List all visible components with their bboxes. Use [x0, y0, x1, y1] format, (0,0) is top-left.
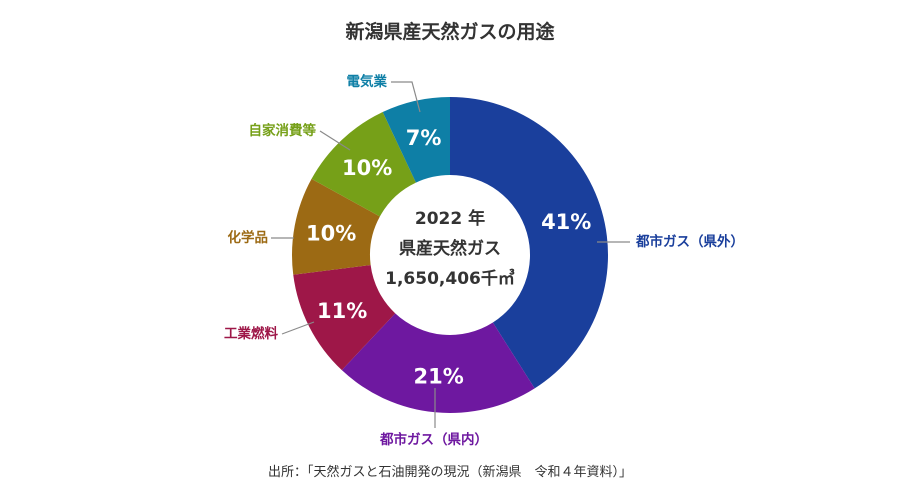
- category-label-1: 都市ガス（県内）: [379, 431, 488, 448]
- labels: 都市ガス（県外） 都市ガス（県内） 工業燃料 化学品 自家消費等 電気業: [224, 73, 744, 448]
- category-label-2: 工業燃料: [224, 325, 278, 342]
- center-year: 2022 年: [415, 208, 485, 229]
- slice-4: [311, 112, 416, 217]
- center-total: 1,650,406千㎥: [385, 268, 515, 289]
- slice-2: [293, 265, 396, 371]
- category-label-5: 電気業: [347, 73, 388, 90]
- slice-value-label-5: 7%: [406, 126, 442, 150]
- category-label-0: 都市ガス（県外）: [635, 233, 744, 250]
- leader-line-5: [391, 81, 421, 113]
- slice-value-label-1: 21%: [413, 364, 463, 388]
- slice-value-label-0: 41%: [541, 210, 591, 234]
- slice-value-label-2: 11%: [317, 299, 367, 323]
- slice-3: [292, 178, 380, 275]
- source-note: 出所：「天然ガスと石油開発の現況（新潟県 令和４年資料）」: [268, 464, 632, 480]
- category-label-4: 自家消費等: [249, 122, 317, 139]
- slices: 41% 21% 11% 10% 10% 7%: [292, 97, 609, 413]
- leader-line-4: [319, 130, 351, 151]
- slice-1: [341, 313, 535, 413]
- slice-value-label-4: 10%: [342, 156, 392, 180]
- chart-title: 新潟県産天然ガスの用途: [345, 20, 555, 43]
- slice-0: [450, 97, 609, 389]
- category-label-3: 化学品: [228, 229, 269, 246]
- leader-line-2: [281, 321, 315, 335]
- center-label: 県産天然ガス: [399, 238, 501, 259]
- slice-value-label-3: 10%: [306, 221, 356, 245]
- slice-5: [382, 97, 450, 183]
